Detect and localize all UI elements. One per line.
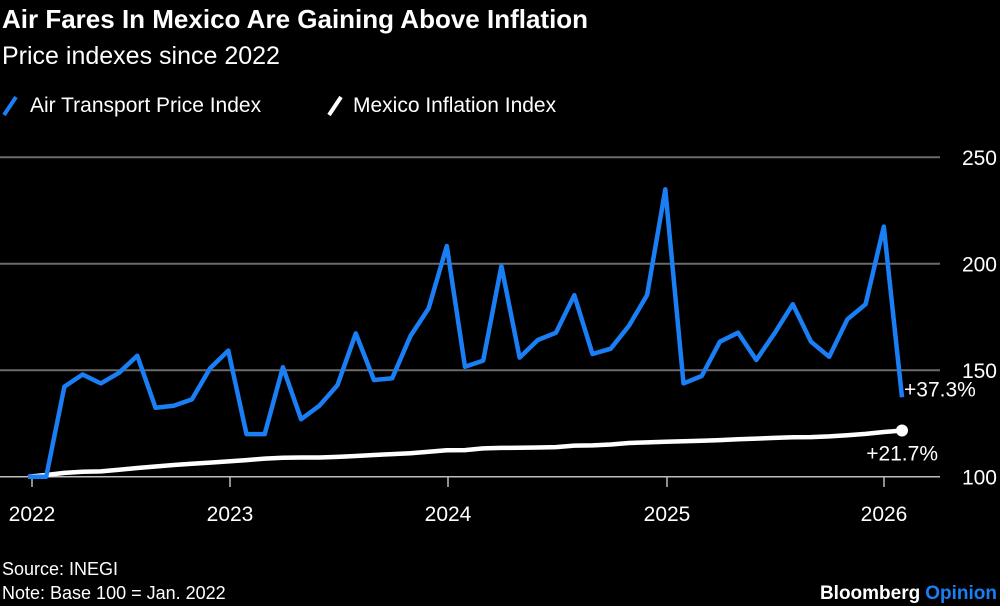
bloomberg-opinion-logo: Bloomberg Opinion <box>820 583 997 604</box>
legend-swatch-air-transport <box>2 95 18 117</box>
y-tick-label: 150 <box>962 360 997 383</box>
legend-label-air-transport: Air Transport Price Index <box>30 94 262 117</box>
x-tick-label: 2024 <box>425 503 472 526</box>
base-note: Note: Base 100 = Jan. 2022 <box>2 583 226 603</box>
chart-subtitle: Price indexes since 2022 <box>2 42 280 70</box>
x-tick-label: 2026 <box>861 503 908 526</box>
x-tick-label: 2022 <box>9 503 56 526</box>
legend-label-inflation: Mexico Inflation Index <box>353 94 557 117</box>
legend-swatch-inflation <box>327 95 343 117</box>
air-transport-index-line <box>28 187 905 479</box>
x-tick-label: 2025 <box>644 503 691 526</box>
chart-title: Air Fares In Mexico Are Gaining Above In… <box>2 4 588 34</box>
inflation-end-label: +21.7% <box>866 442 938 465</box>
inflation-index-line <box>27 428 903 479</box>
air-transport-end-label: +37.3% <box>904 378 976 401</box>
inflation-end-marker <box>896 424 908 437</box>
x-tick-label: 2023 <box>207 503 254 526</box>
legend: Air Transport Price Index Mexico Inflati… <box>2 94 557 117</box>
y-tick-label: 200 <box>962 254 997 277</box>
y-tick-label: 100 <box>962 467 997 490</box>
source-note: Source: INEGI <box>2 559 118 579</box>
y-tick-label: 250 <box>962 147 997 170</box>
